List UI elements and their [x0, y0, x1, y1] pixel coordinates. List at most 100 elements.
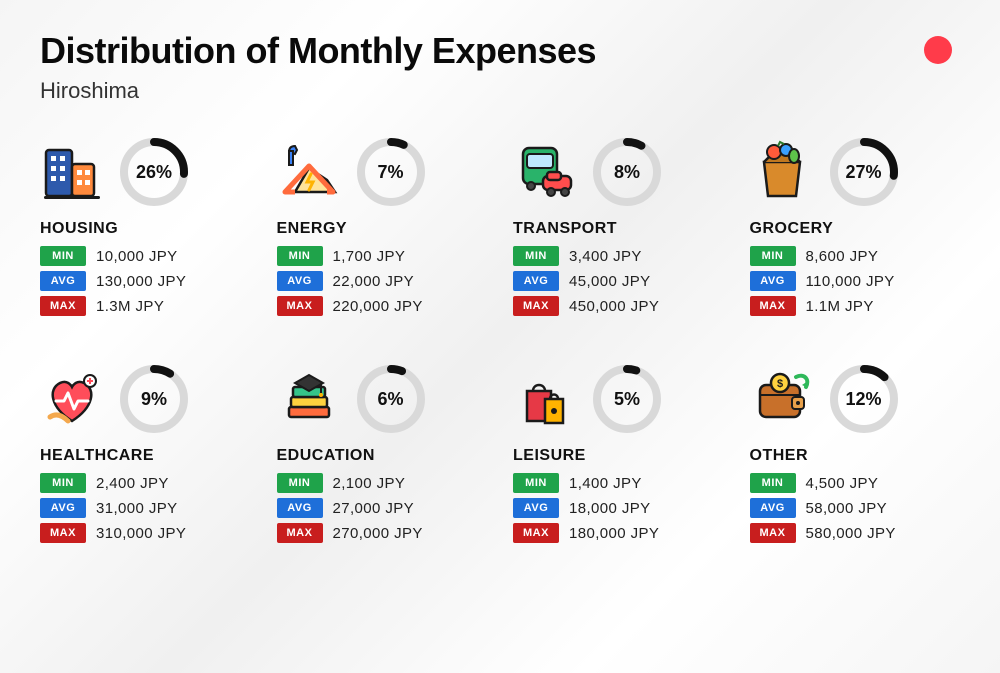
stat-row-min: MIN 2,100 JPY	[277, 473, 488, 493]
value-min: 4,500 JPY	[806, 475, 879, 492]
value-max: 580,000 JPY	[806, 525, 896, 542]
stat-row-max: MAX 180,000 JPY	[513, 523, 724, 543]
value-avg: 58,000 JPY	[806, 500, 888, 517]
category-name: EDUCATION	[277, 447, 488, 465]
badge-min: MIN	[513, 246, 559, 266]
value-min: 1,400 JPY	[569, 475, 642, 492]
percent-ring: 5%	[591, 363, 663, 435]
category-name: HEALTHCARE	[40, 447, 251, 465]
value-avg: 130,000 JPY	[96, 273, 186, 290]
badge-max: MAX	[40, 523, 86, 543]
percent-ring: 8%	[591, 136, 663, 208]
percent-ring: 9%	[118, 363, 190, 435]
badge-max: MAX	[513, 523, 559, 543]
stat-row-avg: AVG 45,000 JPY	[513, 271, 724, 291]
percent-ring: 26%	[118, 136, 190, 208]
badge-avg: AVG	[40, 498, 86, 518]
badge-min: MIN	[277, 473, 323, 493]
leisure-icon	[513, 367, 577, 431]
category-card-education: 6% EDUCATION MIN 2,100 JPY AVG 27,000 JP…	[277, 361, 488, 548]
stat-row-min: MIN 8,600 JPY	[750, 246, 961, 266]
stat-row-max: MAX 1.1M JPY	[750, 296, 961, 316]
energy-icon	[277, 140, 341, 204]
badge-max: MAX	[750, 296, 796, 316]
badge-avg: AVG	[277, 271, 323, 291]
category-card-grocery: 27% GROCERY MIN 8,600 JPY AVG 110,000 JP…	[750, 134, 961, 321]
stat-row-max: MAX 450,000 JPY	[513, 296, 724, 316]
category-card-leisure: 5% LEISURE MIN 1,400 JPY AVG 18,000 JPY …	[513, 361, 724, 548]
badge-max: MAX	[513, 296, 559, 316]
badge-avg: AVG	[513, 271, 559, 291]
value-min: 10,000 JPY	[96, 248, 178, 265]
category-card-transport: 8% TRANSPORT MIN 3,400 JPY AVG 45,000 JP…	[513, 134, 724, 321]
value-max: 220,000 JPY	[333, 298, 423, 315]
stat-row-avg: AVG 31,000 JPY	[40, 498, 251, 518]
category-card-other: $ 12% OTHER MIN 4,500 JPY AVG 58,000 JPY…	[750, 361, 961, 548]
badge-min: MIN	[750, 473, 796, 493]
category-card-healthcare: 9% HEALTHCARE MIN 2,400 JPY AVG 31,000 J…	[40, 361, 251, 548]
page-subtitle: Hiroshima	[40, 78, 960, 104]
category-grid: 26% HOUSING MIN 10,000 JPY AVG 130,000 J…	[40, 134, 960, 548]
percent-ring: 7%	[355, 136, 427, 208]
stat-row-avg: AVG 110,000 JPY	[750, 271, 961, 291]
badge-min: MIN	[750, 246, 796, 266]
value-min: 2,100 JPY	[333, 475, 406, 492]
transport-icon	[513, 140, 577, 204]
value-min: 2,400 JPY	[96, 475, 169, 492]
percent-ring: 12%	[828, 363, 900, 435]
stat-row-min: MIN 1,700 JPY	[277, 246, 488, 266]
value-avg: 31,000 JPY	[96, 500, 178, 517]
value-max: 310,000 JPY	[96, 525, 186, 542]
badge-max: MAX	[40, 296, 86, 316]
stat-row-avg: AVG 22,000 JPY	[277, 271, 488, 291]
percent-ring: 6%	[355, 363, 427, 435]
value-max: 180,000 JPY	[569, 525, 659, 542]
value-avg: 110,000 JPY	[806, 273, 895, 290]
category-card-energy: 7% ENERGY MIN 1,700 JPY AVG 22,000 JPY M…	[277, 134, 488, 321]
stat-row-max: MAX 580,000 JPY	[750, 523, 961, 543]
stat-row-min: MIN 2,400 JPY	[40, 473, 251, 493]
value-avg: 22,000 JPY	[333, 273, 415, 290]
category-card-housing: 26% HOUSING MIN 10,000 JPY AVG 130,000 J…	[40, 134, 251, 321]
value-avg: 18,000 JPY	[569, 500, 651, 517]
header: Distribution of Monthly Expenses Hiroshi…	[40, 30, 960, 104]
value-min: 3,400 JPY	[569, 248, 642, 265]
category-name: ENERGY	[277, 220, 488, 238]
category-name: TRANSPORT	[513, 220, 724, 238]
category-name: OTHER	[750, 447, 961, 465]
badge-avg: AVG	[40, 271, 86, 291]
housing-icon	[40, 140, 104, 204]
badge-min: MIN	[513, 473, 559, 493]
percent-ring: 27%	[828, 136, 900, 208]
category-name: HOUSING	[40, 220, 251, 238]
stat-row-max: MAX 220,000 JPY	[277, 296, 488, 316]
badge-avg: AVG	[277, 498, 323, 518]
accent-dot-icon	[924, 36, 952, 64]
badge-min: MIN	[277, 246, 323, 266]
badge-max: MAX	[277, 523, 323, 543]
grocery-icon	[750, 140, 814, 204]
badge-min: MIN	[40, 473, 86, 493]
other-icon: $	[750, 367, 814, 431]
badge-avg: AVG	[750, 498, 796, 518]
value-max: 450,000 JPY	[569, 298, 659, 315]
badge-max: MAX	[750, 523, 796, 543]
stat-row-max: MAX 270,000 JPY	[277, 523, 488, 543]
badge-max: MAX	[277, 296, 323, 316]
value-min: 8,600 JPY	[806, 248, 879, 265]
healthcare-icon	[40, 367, 104, 431]
value-max: 1.3M JPY	[96, 298, 164, 315]
stat-row-min: MIN 4,500 JPY	[750, 473, 961, 493]
value-max: 270,000 JPY	[333, 525, 423, 542]
stat-row-avg: AVG 27,000 JPY	[277, 498, 488, 518]
value-avg: 45,000 JPY	[569, 273, 651, 290]
stat-row-max: MAX 1.3M JPY	[40, 296, 251, 316]
stat-row-max: MAX 310,000 JPY	[40, 523, 251, 543]
value-max: 1.1M JPY	[806, 298, 874, 315]
badge-avg: AVG	[750, 271, 796, 291]
page-title: Distribution of Monthly Expenses	[40, 30, 960, 72]
stat-row-avg: AVG 58,000 JPY	[750, 498, 961, 518]
category-name: LEISURE	[513, 447, 724, 465]
value-avg: 27,000 JPY	[333, 500, 415, 517]
stat-row-min: MIN 10,000 JPY	[40, 246, 251, 266]
